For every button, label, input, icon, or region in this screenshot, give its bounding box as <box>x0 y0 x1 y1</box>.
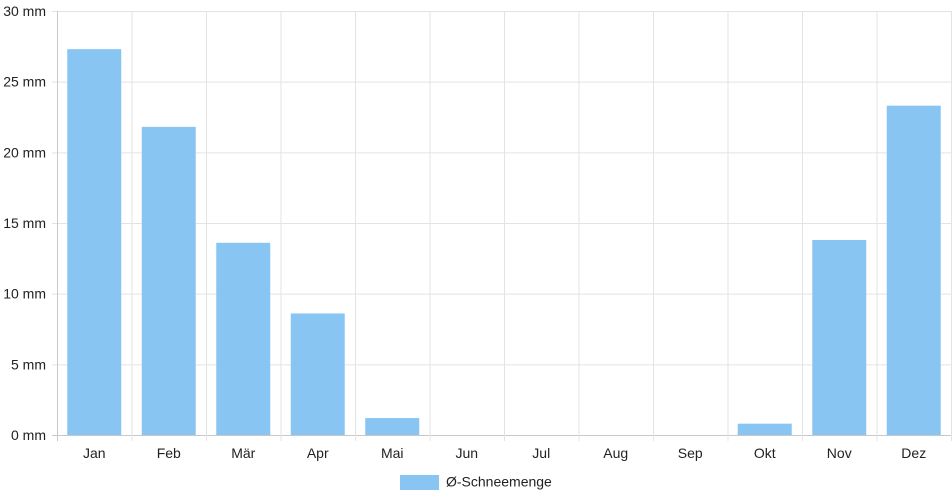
y-tick-label: 25 mm <box>3 74 46 90</box>
bar-Nov[interactable] <box>812 239 867 435</box>
y-tick-label: 20 mm <box>3 144 46 160</box>
grid-lines <box>52 11 952 441</box>
legend[interactable]: Ø-Schneemenge <box>400 474 552 491</box>
bar-Apr[interactable] <box>290 313 345 435</box>
y-axis: 0 mm 5 mm 10 mm 15 mm 20 mm 25 mm 30 mm <box>3 3 46 443</box>
x-tick-label: Jun <box>455 445 478 461</box>
x-tick-label: Mär <box>231 445 255 461</box>
x-tick-label: Feb <box>157 445 181 461</box>
bar-Dez[interactable] <box>886 105 941 436</box>
y-tick-label: 10 mm <box>3 286 46 302</box>
x-axis: Jan Feb Mär Apr Mai Jun Jul Aug Sep Okt Nov Dez <box>83 445 926 461</box>
x-tick-label: Dez <box>901 445 926 461</box>
bar-Okt[interactable] <box>737 423 792 435</box>
x-tick-label: Nov <box>827 445 852 461</box>
y-tick-label: 30 mm <box>3 3 46 19</box>
y-tick-label: 0 mm <box>11 427 46 443</box>
bars <box>67 49 941 436</box>
bar-Mai[interactable] <box>365 418 420 435</box>
bar-Feb[interactable] <box>141 126 196 435</box>
bar-Mär[interactable] <box>216 242 271 435</box>
y-tick-label: 5 mm <box>11 356 46 372</box>
legend-swatch[interactable] <box>400 475 439 490</box>
x-tick-label: Mai <box>381 445 404 461</box>
x-tick-label: Jul <box>532 445 550 461</box>
x-tick-label: Okt <box>754 445 776 461</box>
legend-label[interactable]: Ø-Schneemenge <box>446 474 552 490</box>
x-tick-label: Apr <box>307 445 329 461</box>
y-tick-label: 15 mm <box>3 215 46 231</box>
x-tick-label: Aug <box>603 445 628 461</box>
x-tick-label: Jan <box>83 445 106 461</box>
bar-Jan[interactable] <box>67 49 122 435</box>
x-tick-label: Sep <box>678 445 703 461</box>
